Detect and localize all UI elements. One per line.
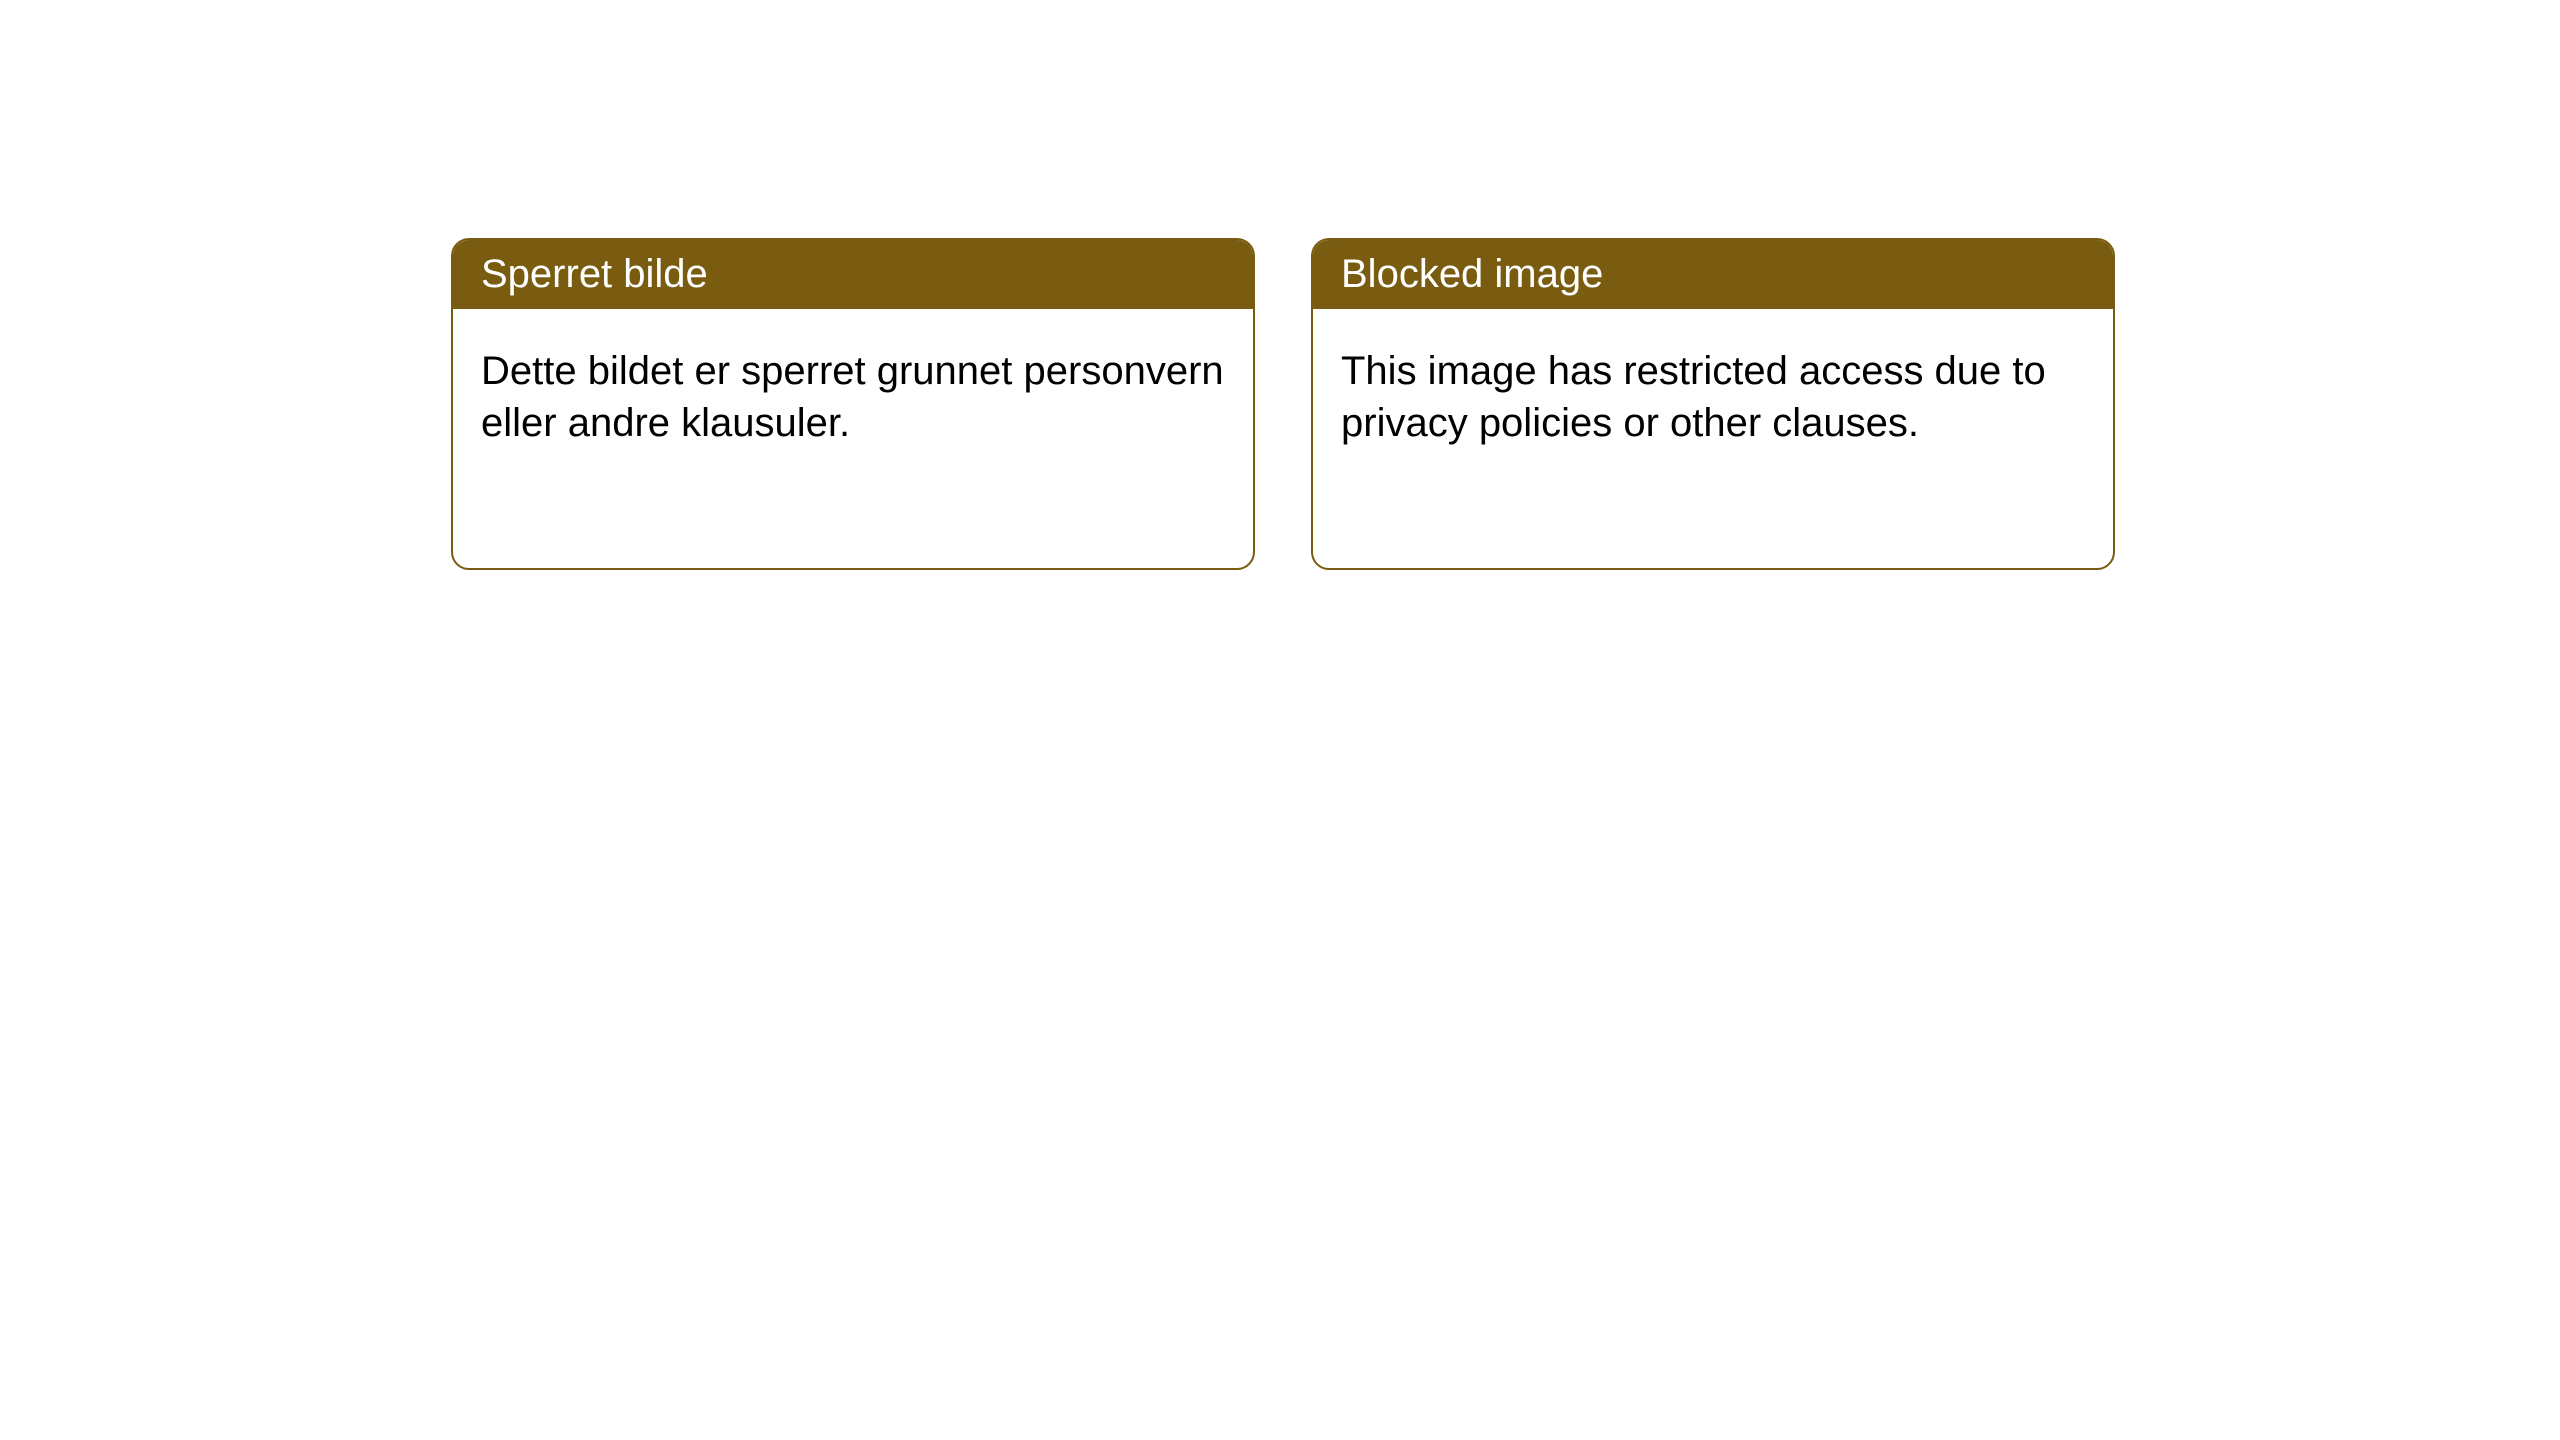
- blocked-image-card-norwegian: Sperret bilde Dette bildet er sperret gr…: [451, 238, 1255, 570]
- card-body-english: This image has restricted access due to …: [1313, 309, 2113, 485]
- card-message-english: This image has restricted access due to …: [1341, 349, 2046, 445]
- card-title-norwegian: Sperret bilde: [481, 252, 708, 296]
- card-header-norwegian: Sperret bilde: [453, 240, 1253, 309]
- notice-cards-container: Sperret bilde Dette bildet er sperret gr…: [451, 238, 2115, 570]
- card-header-english: Blocked image: [1313, 240, 2113, 309]
- card-body-norwegian: Dette bildet er sperret grunnet personve…: [453, 309, 1253, 485]
- card-title-english: Blocked image: [1341, 252, 1603, 296]
- blocked-image-card-english: Blocked image This image has restricted …: [1311, 238, 2115, 570]
- card-message-norwegian: Dette bildet er sperret grunnet personve…: [481, 349, 1224, 445]
